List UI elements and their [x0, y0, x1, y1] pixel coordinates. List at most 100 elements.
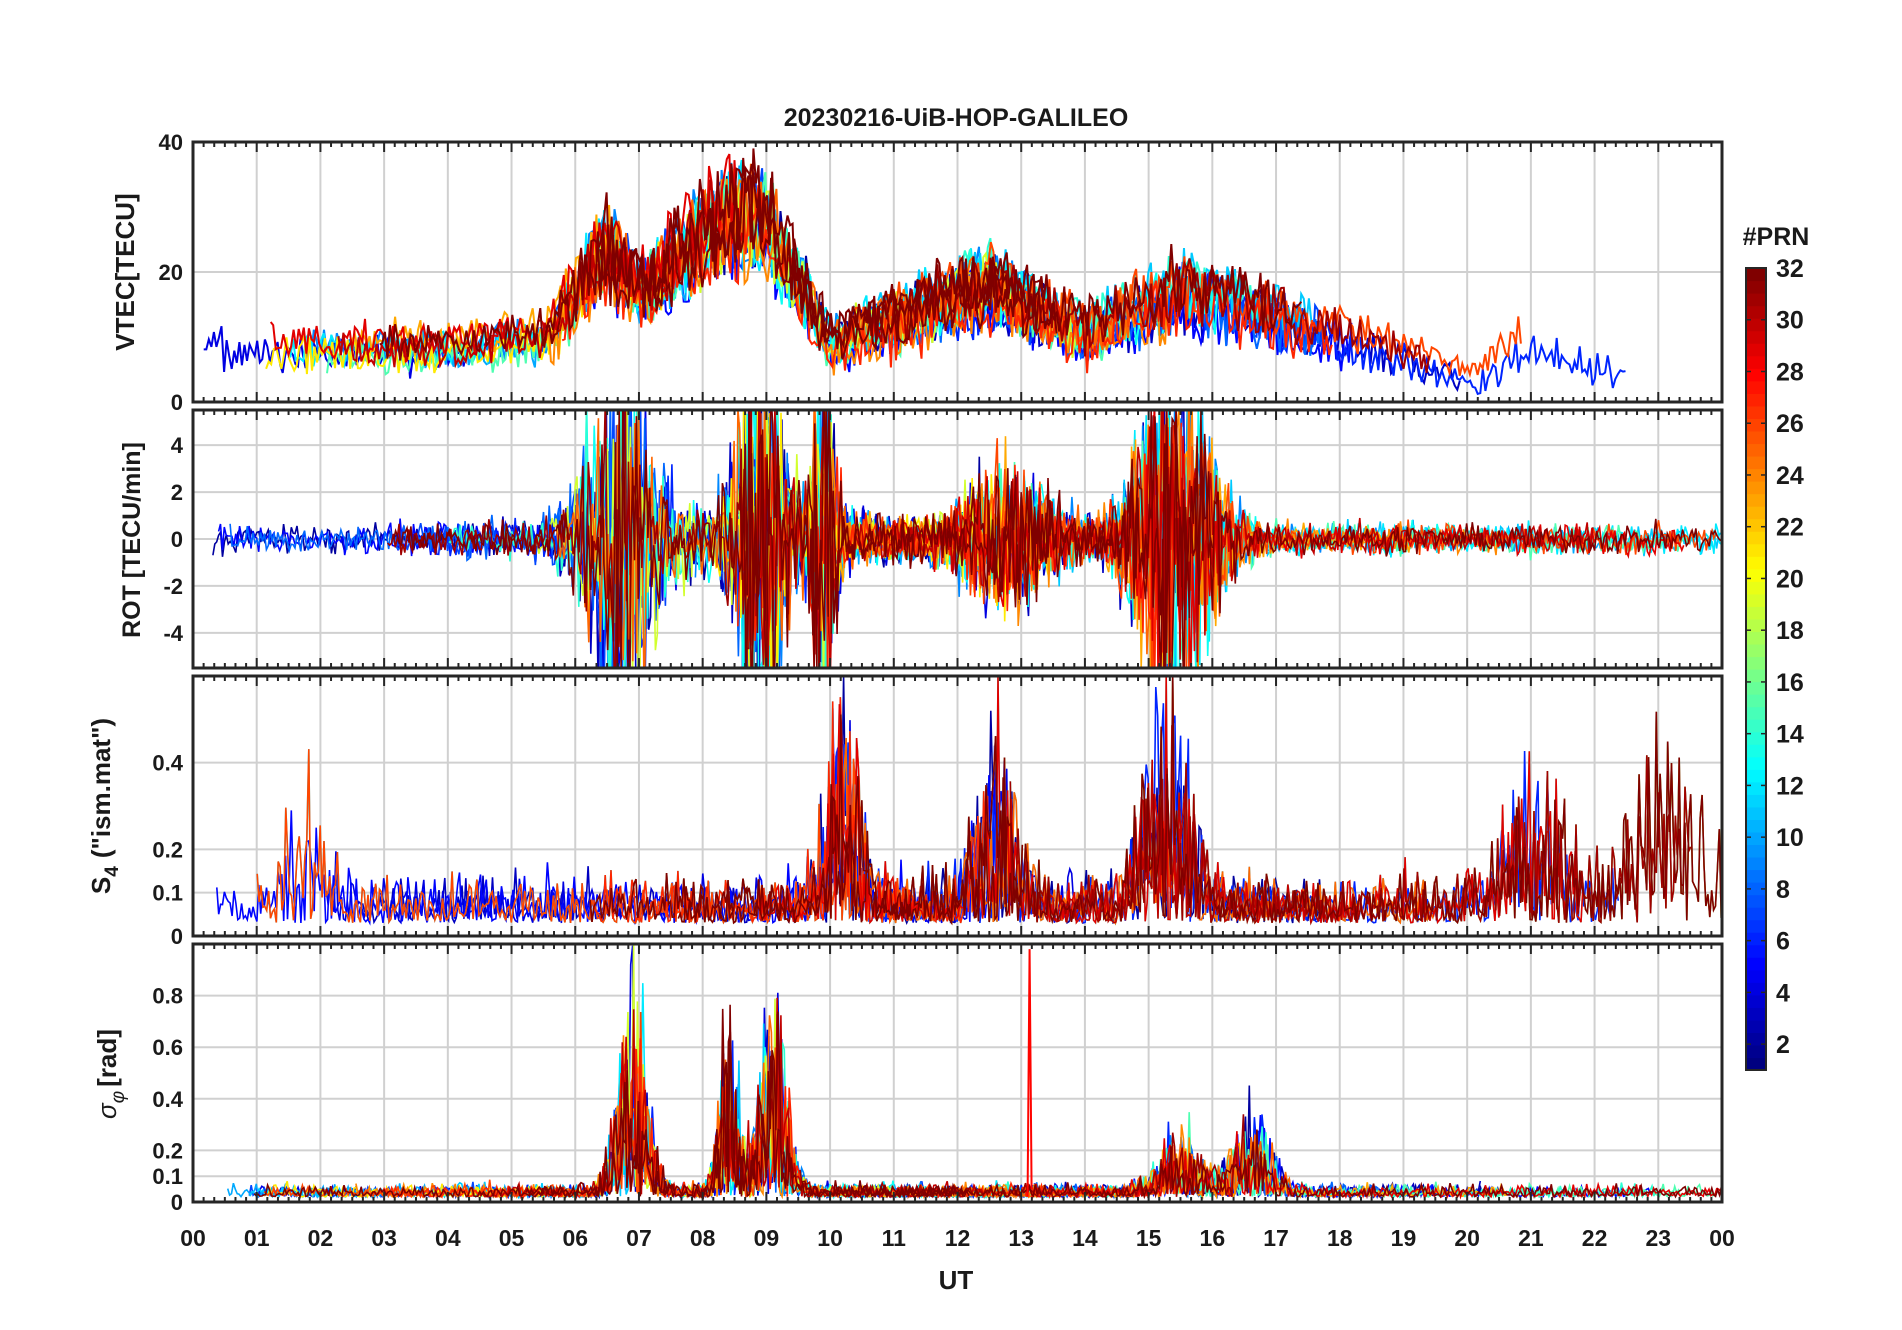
x-tick-label: 05 [499, 1225, 525, 1251]
vtec-ylabel: VTEC[TECU] [110, 193, 140, 350]
y-tick-label: 0.8 [152, 984, 183, 1009]
colorbar-segment [1746, 907, 1766, 921]
sigma-phi-trace [895, 1129, 1722, 1200]
colorbar-segment [1746, 468, 1766, 482]
colorbar-segment [1746, 794, 1766, 808]
x-tick-label: 10 [817, 1225, 843, 1251]
colorbar-tick-label: 4 [1776, 979, 1790, 1007]
y-tick-label: 0.4 [152, 751, 183, 776]
x-tick-label: 02 [308, 1225, 334, 1251]
y-tick-label: 0 [171, 924, 183, 949]
colorbar-segment [1746, 944, 1766, 958]
y-tick-label: 0.2 [152, 1138, 183, 1163]
y-tick-label: -4 [163, 621, 183, 646]
colorbar-segment [1746, 581, 1766, 595]
colorbar-segment [1746, 318, 1766, 332]
colorbar-segment [1746, 932, 1766, 946]
vtec-trace [379, 163, 1057, 361]
colorbar-tick-label: 20 [1776, 565, 1804, 593]
s4-trace [1009, 755, 1692, 925]
y-tick-label: 40 [159, 130, 183, 155]
s4-trace [589, 794, 928, 924]
colorbar-segment [1746, 957, 1766, 971]
y-tick-label: 0 [171, 527, 183, 552]
sigma-phi-panel: 00.10.2 0.4 0.6 0.8 [152, 942, 1724, 1215]
colorbar-frame [1745, 267, 1767, 1071]
colorbar-tick-label: 6 [1776, 928, 1790, 956]
colorbar-segment [1746, 305, 1766, 319]
colorbar-tick-label: 16 [1776, 669, 1804, 697]
y-tick-label: -2 [163, 574, 183, 599]
y-tick-label: 0.1 [152, 881, 183, 906]
colorbar-segment [1746, 1007, 1766, 1021]
sigma-phi-ylabel-main: σ [92, 1102, 122, 1119]
y-tick-label: 0.2 [152, 837, 183, 862]
colorbar-segment [1746, 355, 1766, 369]
rot-trace [392, 410, 884, 668]
colorbar-segment [1746, 556, 1766, 570]
colorbar-segment [1746, 518, 1766, 532]
sigma-phi-ylabel-rest: [rad] [92, 1029, 122, 1087]
colorbar-segment [1746, 631, 1766, 645]
colorbar-segment [1746, 618, 1766, 633]
x-tick-label: 09 [754, 1225, 780, 1251]
colorbar-segment [1746, 882, 1766, 896]
colorbar-segment [1746, 969, 1766, 983]
colorbar-tick-label: 2 [1776, 1031, 1790, 1059]
s4-trace [256, 747, 950, 925]
colorbar-segment [1746, 869, 1766, 883]
s4-ylabel-rest: ("ism.mat") [86, 718, 116, 858]
x-tick-labels: 00 01 02 03 04 05 06 07 08 09 10 11 12 13 14 15 16 17 18 19… [180, 1225, 1735, 1251]
colorbar-segment [1746, 606, 1766, 620]
colorbar-label: #PRN [1743, 223, 1810, 251]
colorbar-segment [1746, 919, 1766, 933]
colorbar-segment [1746, 268, 1766, 282]
vtec-panel: 0 20 40 [159, 130, 1724, 415]
colorbar-segment [1746, 380, 1766, 394]
sigma-phi-ylabel: σφ [rad] [92, 1029, 129, 1119]
colorbar-segment [1746, 531, 1766, 545]
y-tick-label: 0.6 [152, 1035, 183, 1060]
colorbar-segment [1746, 982, 1766, 996]
colorbar-segment [1746, 994, 1766, 1008]
colorbar-segment [1746, 1044, 1766, 1059]
x-tick-label: 06 [562, 1225, 588, 1251]
colorbar-segment [1746, 681, 1766, 695]
colorbar-tick-label: 26 [1776, 410, 1804, 438]
x-tick-label: 22 [1582, 1225, 1608, 1251]
trace-group [203, 148, 1626, 396]
colorbar-segment [1746, 293, 1766, 307]
colorbar-segment [1746, 280, 1766, 294]
colorbar-segment [1746, 706, 1766, 720]
colorbar-segment [1746, 443, 1766, 457]
colorbar-segment [1746, 368, 1766, 382]
x-tick-label: 13 [1008, 1225, 1034, 1251]
colorbar-segment [1746, 330, 1766, 344]
y-tick-label: 0 [171, 1190, 183, 1215]
x-tick-label: 03 [371, 1225, 397, 1251]
colorbar-segment [1746, 543, 1766, 557]
colorbar-segment [1746, 1019, 1766, 1034]
colorbar-segment [1746, 405, 1766, 419]
x-axis-label: UT [939, 1265, 974, 1295]
colorbar-segment [1746, 856, 1766, 871]
colorbar-tick-label: 10 [1776, 824, 1804, 852]
sigma-phi-spike [1026, 949, 1033, 1197]
s4-ylabel: S4 ("ism.mat") [86, 718, 123, 894]
colorbar-tick-label: 8 [1776, 876, 1790, 904]
colorbar-segment [1746, 643, 1766, 658]
y-tick-label: 20 [159, 260, 183, 285]
colorbar-segment [1746, 430, 1766, 445]
colorbar-segment [1746, 393, 1766, 407]
colorbar-tick-label: 14 [1776, 721, 1804, 749]
colorbar-segment [1746, 493, 1766, 507]
colorbar-segment [1746, 744, 1766, 758]
colorbar-segment [1746, 418, 1766, 432]
vtec-trace [599, 148, 1303, 350]
x-tick-label: 00 [180, 1225, 206, 1251]
colorbar-segment [1746, 694, 1766, 708]
s4-ylabel-sub: 4 [102, 866, 123, 877]
x-tick-label: 12 [945, 1225, 971, 1251]
